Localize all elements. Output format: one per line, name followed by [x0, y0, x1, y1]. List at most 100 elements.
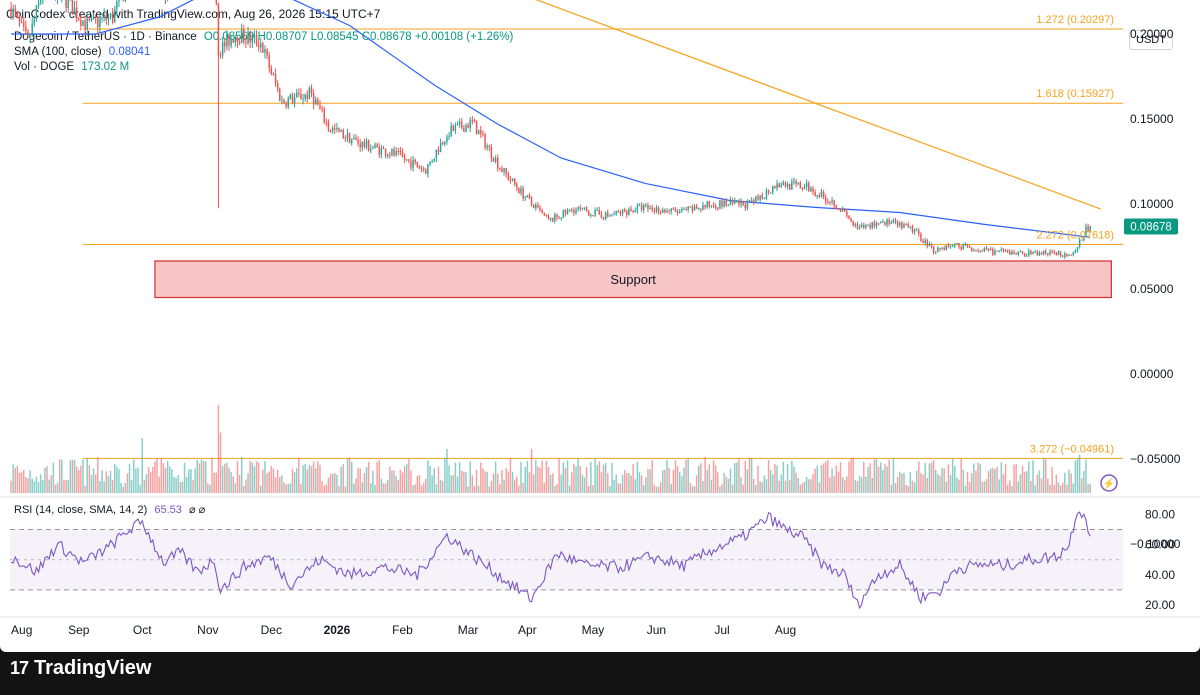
- currency-button[interactable]: USDT: [1129, 30, 1173, 50]
- candle-body: [230, 39, 232, 46]
- volume-bar: [304, 463, 306, 493]
- volume-bar: [727, 478, 730, 493]
- volume-bar: [611, 463, 613, 493]
- candle-body: [884, 221, 886, 225]
- candle-body: [1032, 251, 1034, 255]
- candle-body: [636, 205, 639, 211]
- volume-bar: [799, 484, 802, 493]
- candle-body: [649, 207, 651, 209]
- candle-body: [1013, 251, 1015, 254]
- candle-body: [501, 168, 503, 173]
- volume-bar: [264, 461, 266, 493]
- volume-bar: [302, 465, 304, 493]
- candle-body: [350, 139, 353, 144]
- candle-body: [585, 207, 588, 212]
- candle-body: [666, 210, 668, 213]
- candle-body: [987, 249, 990, 251]
- candle-body: [482, 133, 484, 135]
- candle-body: [947, 245, 950, 247]
- volume-bar: [185, 477, 188, 493]
- rsi-visibility-icons[interactable]: ⌀ ⌀: [188, 504, 206, 516]
- candle-body: [674, 209, 677, 212]
- candle-body: [994, 250, 996, 255]
- volume-bar: [141, 438, 143, 493]
- candle-body: [372, 147, 374, 149]
- volume-bar: [590, 461, 592, 493]
- candle-body: [323, 109, 325, 123]
- candle-body: [507, 173, 510, 180]
- volume-bar: [524, 467, 526, 493]
- time-axis-label: Aug: [11, 623, 32, 637]
- candle-body: [780, 185, 783, 188]
- volume-bar: [454, 462, 457, 493]
- volume-bar: [200, 459, 203, 493]
- legend-volume-row[interactable]: Vol · DOGE 173.02 M: [14, 60, 513, 75]
- volume-bar: [655, 486, 658, 493]
- candle-body: [909, 226, 912, 228]
- candle-body: [573, 210, 575, 214]
- candle-body: [1021, 251, 1024, 254]
- candle-body: [930, 243, 933, 247]
- volume-bar: [801, 482, 804, 493]
- candle-body: [744, 204, 747, 209]
- candle-body: [552, 217, 554, 222]
- candle-body: [600, 214, 603, 218]
- volume-bar: [628, 473, 630, 493]
- volume-bar: [672, 469, 675, 493]
- candle-body: [841, 209, 844, 211]
- legend-sma-row[interactable]: SMA (100, close) 0.08041: [14, 45, 513, 60]
- candle-body: [776, 183, 778, 189]
- candle-body: [856, 224, 859, 229]
- candle-body: [384, 148, 387, 156]
- volume-bar: [736, 462, 738, 493]
- volume-bar: [323, 485, 325, 493]
- candle-body: [812, 187, 814, 193]
- candle-body: [657, 207, 660, 213]
- candle-body: [340, 129, 342, 132]
- candle-body: [607, 212, 609, 216]
- volume-bar: [156, 458, 158, 493]
- candle-body: [554, 214, 556, 222]
- volume-bar: [441, 480, 444, 493]
- volume-bar: [181, 481, 184, 493]
- candle-body: [16, 12, 19, 16]
- volume-bar: [29, 470, 31, 493]
- fib-level-label-5: 3.272 (−0.04961): [1030, 443, 1114, 455]
- candle-body: [877, 223, 880, 225]
- volume-bar: [670, 483, 672, 493]
- volume-bar: [338, 486, 340, 493]
- volume-bar: [211, 458, 213, 493]
- volume-bar: [585, 467, 588, 493]
- candle-body: [996, 250, 998, 252]
- volume-bar: [926, 477, 929, 493]
- candle-body: [1000, 249, 1003, 251]
- candle-body: [97, 18, 99, 28]
- candle-body: [729, 200, 732, 205]
- candle-body: [473, 120, 476, 122]
- volume-bar: [516, 476, 518, 493]
- volume-bar: [719, 486, 721, 493]
- candle-body: [243, 29, 245, 42]
- volume-bar: [1034, 485, 1036, 493]
- volume-bar: [1006, 484, 1009, 493]
- candle-body: [721, 200, 723, 207]
- candle-body: [915, 230, 918, 232]
- volume-bar: [915, 470, 918, 493]
- candle-body: [882, 221, 884, 223]
- candle-body: [253, 35, 256, 37]
- volume-bar: [317, 461, 319, 493]
- candle-body: [753, 199, 755, 203]
- candle-body: [14, 8, 17, 13]
- sma-value: 0.08041: [108, 46, 151, 58]
- volume-bar: [1061, 482, 1064, 493]
- price-chart[interactable]: ResistanceSupport0.236 (0.33380)0.618 (0…: [0, 0, 1200, 652]
- volume-bar: [325, 484, 328, 493]
- rsi-legend[interactable]: RSI (14, close, SMA, 14, 2) 65.53 ⌀ ⌀: [14, 503, 205, 516]
- candle-body: [672, 208, 675, 210]
- volume-bar: [484, 471, 486, 493]
- volume-bar: [475, 469, 478, 493]
- volume-bar: [676, 466, 679, 493]
- candle-body: [370, 148, 372, 151]
- candle-body: [363, 141, 366, 147]
- candle-body: [376, 144, 378, 148]
